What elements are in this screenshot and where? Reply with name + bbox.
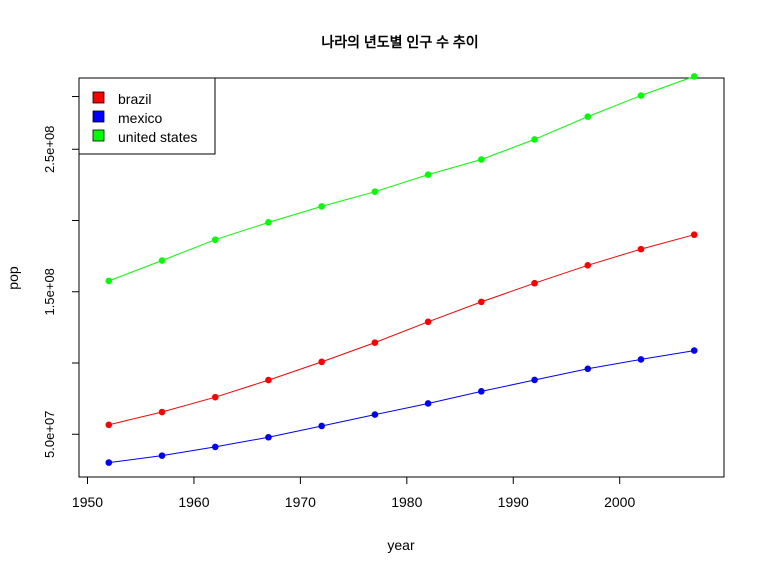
legend-label-united-states: united states	[118, 129, 197, 145]
point-united-states-1987	[478, 156, 485, 163]
point-brazil-1982	[424, 318, 432, 326]
point-brazil-1962	[211, 393, 219, 401]
point-united-states-2007	[690, 73, 698, 80]
y-tick-label-5.0e+07: 5.0e+07	[42, 411, 57, 458]
point-united-states-1977	[371, 188, 379, 196]
point-brazil-2007	[690, 231, 698, 239]
point-mexico-1977	[371, 411, 379, 418]
point-mexico-2002	[637, 356, 645, 363]
point-mexico-1997	[584, 365, 592, 373]
point-brazil-1972	[318, 358, 325, 366]
point-mexico-1972	[318, 422, 325, 430]
point-brazil-1957	[158, 408, 166, 416]
legend-swatch-united-states	[92, 129, 105, 142]
series-line-united-states	[108, 75, 695, 282]
x-tick-label-1970: 1970	[285, 494, 316, 510]
point-united-states-1967	[265, 219, 272, 226]
x-tick-label-1990: 1990	[498, 494, 529, 510]
point-united-states-1997	[584, 113, 592, 120]
chart-title: 나라의 년도별 인구 수 추이	[321, 34, 478, 50]
x-tick-label-1950: 1950	[72, 494, 103, 510]
point-brazil-1992	[531, 279, 538, 287]
point-mexico-1957	[158, 452, 166, 459]
point-mexico-1962	[211, 443, 219, 451]
point-united-states-1952	[105, 277, 113, 285]
point-brazil-1952	[105, 421, 113, 429]
point-united-states-1962	[211, 236, 219, 244]
point-united-states-2002	[637, 92, 645, 99]
x-axis-label: year	[387, 537, 415, 553]
series-line-mexico	[108, 350, 695, 464]
point-brazil-1977	[371, 339, 379, 346]
x-tick-label-1960: 1960	[178, 494, 209, 510]
x-axis: 1950 1960 1970 1980 1990 2000	[72, 476, 635, 510]
legend-swatch-brazil	[92, 91, 105, 104]
point-united-states-1982	[424, 171, 432, 178]
point-mexico-1982	[424, 400, 432, 407]
y-axis-label: pop	[5, 266, 21, 290]
point-brazil-1987	[478, 298, 485, 306]
point-mexico-1992	[531, 376, 538, 384]
point-mexico-1967	[265, 433, 272, 441]
y-axis: 5.0e+07 1.5e+08 2.5e+08	[42, 96, 80, 458]
x-tick-label-2000: 2000	[604, 494, 635, 510]
point-mexico-2007	[690, 347, 698, 354]
point-brazil-2002	[637, 245, 645, 253]
point-united-states-1957	[158, 257, 166, 264]
point-mexico-1987	[478, 388, 485, 395]
point-brazil-1997	[584, 262, 592, 269]
point-united-states-1972	[318, 203, 325, 210]
point-brazil-1967	[265, 376, 272, 384]
legend-label-mexico: mexico	[118, 110, 163, 126]
y-tick-label-1.5e+08: 1.5e+08	[42, 268, 57, 315]
series-line-brazil	[108, 234, 695, 426]
legend-swatch-mexico	[92, 110, 105, 123]
point-united-states-1992	[531, 136, 538, 143]
x-tick-label-1980: 1980	[391, 494, 422, 510]
legend-label-brazil: brazil	[118, 91, 151, 107]
legend: brazil mexico united states	[78, 77, 216, 155]
series-layer	[105, 73, 698, 466]
point-mexico-1952	[105, 459, 113, 466]
y-tick-label-2.5e+08: 2.5e+08	[42, 126, 57, 173]
